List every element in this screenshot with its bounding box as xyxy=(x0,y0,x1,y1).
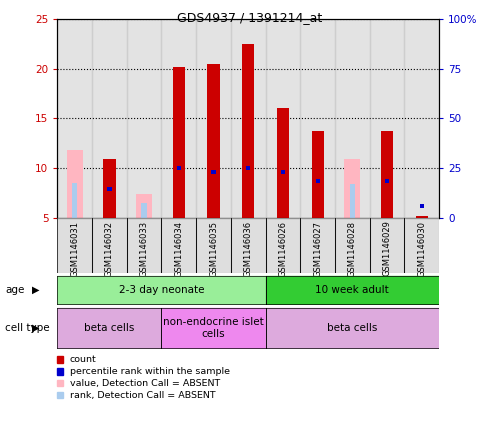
Bar xyxy=(72,183,77,218)
Bar xyxy=(57,275,265,304)
Text: beta cells: beta cells xyxy=(327,323,378,333)
Bar xyxy=(265,218,300,273)
Text: count: count xyxy=(70,355,97,364)
Bar xyxy=(385,179,389,183)
Bar xyxy=(208,64,220,218)
Bar xyxy=(335,218,370,273)
Bar xyxy=(196,218,231,273)
Bar xyxy=(196,19,231,218)
Text: GSM1146031: GSM1146031 xyxy=(70,221,79,277)
Bar xyxy=(420,204,424,208)
Bar xyxy=(300,19,335,218)
Bar xyxy=(281,170,285,174)
Bar xyxy=(370,19,404,218)
Bar xyxy=(92,19,127,218)
Bar xyxy=(57,218,92,273)
Bar xyxy=(127,218,162,273)
Bar xyxy=(315,179,320,183)
Bar xyxy=(57,308,162,348)
Bar xyxy=(404,19,439,218)
Bar xyxy=(246,166,250,170)
Bar xyxy=(67,150,83,218)
Bar xyxy=(416,216,428,218)
Bar xyxy=(265,308,439,348)
Bar xyxy=(127,19,162,218)
Text: GSM1146033: GSM1146033 xyxy=(140,221,149,277)
Bar xyxy=(141,203,147,218)
Text: non-endocrine islet
cells: non-endocrine islet cells xyxy=(163,317,264,339)
Bar xyxy=(162,218,196,273)
Bar xyxy=(162,19,196,218)
Bar xyxy=(92,218,127,273)
Text: GSM1146027: GSM1146027 xyxy=(313,221,322,277)
Bar xyxy=(350,184,355,218)
Bar xyxy=(242,44,254,218)
Text: 10 week adult: 10 week adult xyxy=(315,285,389,295)
Text: GSM1146028: GSM1146028 xyxy=(348,221,357,277)
Text: GSM1146026: GSM1146026 xyxy=(278,221,287,277)
Text: ▶: ▶ xyxy=(32,285,40,295)
Bar xyxy=(231,218,265,273)
Bar xyxy=(335,19,370,218)
Text: value, Detection Call = ABSENT: value, Detection Call = ABSENT xyxy=(70,379,220,388)
Bar xyxy=(300,218,335,273)
Bar xyxy=(162,308,265,348)
Text: GSM1146036: GSM1146036 xyxy=(244,221,253,277)
Bar xyxy=(212,170,216,174)
Bar xyxy=(231,19,265,218)
Bar xyxy=(136,194,152,218)
Bar xyxy=(107,187,111,191)
Text: cell type: cell type xyxy=(5,323,49,333)
Bar xyxy=(370,218,404,273)
Text: 2-3 day neonate: 2-3 day neonate xyxy=(119,285,204,295)
Text: ▶: ▶ xyxy=(32,323,40,333)
Bar xyxy=(311,132,324,218)
Bar xyxy=(265,19,300,218)
Text: rank, Detection Call = ABSENT: rank, Detection Call = ABSENT xyxy=(70,390,216,400)
Text: GSM1146029: GSM1146029 xyxy=(383,221,392,277)
Bar xyxy=(265,275,439,304)
Bar xyxy=(177,166,181,170)
Bar xyxy=(344,159,360,218)
Text: beta cells: beta cells xyxy=(84,323,135,333)
Text: age: age xyxy=(5,285,24,295)
Text: GDS4937 / 1391214_at: GDS4937 / 1391214_at xyxy=(177,11,322,24)
Text: GSM1146034: GSM1146034 xyxy=(174,221,183,277)
Bar xyxy=(57,19,92,218)
Text: GSM1146030: GSM1146030 xyxy=(417,221,426,277)
Bar xyxy=(103,159,115,218)
Text: percentile rank within the sample: percentile rank within the sample xyxy=(70,367,230,376)
Bar xyxy=(404,218,439,273)
Bar xyxy=(420,204,424,208)
Text: GSM1146035: GSM1146035 xyxy=(209,221,218,277)
Bar xyxy=(381,132,393,218)
Bar xyxy=(173,67,185,218)
Text: GSM1146032: GSM1146032 xyxy=(105,221,114,277)
Bar xyxy=(277,109,289,218)
